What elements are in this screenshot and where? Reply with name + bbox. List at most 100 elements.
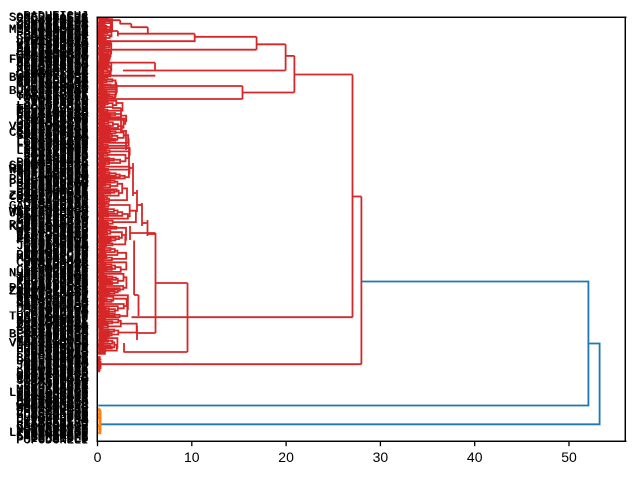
svg-text:PEMULIHOC: PEMULIHOC (24, 254, 89, 268)
svg-text:CERONADENEH: CERONADENEH (9, 126, 88, 140)
svg-text:LEBAZITI: LEBAZITI (31, 117, 89, 131)
svg-text:VUKUKASIC: VUKUKASIC (23, 118, 88, 132)
svg-text:KEBOHIMA: KEBOHIMA (31, 26, 89, 40)
svg-text:KAFILALUSU: KAFILALUSU (16, 191, 88, 205)
svg-text:SIKEFOMOHA: SIKEFOMOHA (17, 295, 90, 309)
svg-text:SUMUGEPUV: SUMUGEPUV (24, 183, 90, 197)
svg-text:TIBILISEC: TIBILISEC (24, 268, 89, 282)
svg-text:HIPEROJIV: HIPEROJIV (24, 362, 90, 376)
svg-text:HOHIKEHALI: HOHIKEHALI (17, 283, 89, 297)
svg-text:FOVEKESU: FOVEKESU (31, 59, 89, 73)
svg-text:RUGECOPAPO: RUGECOPAPO (17, 275, 89, 289)
svg-text:RAHERUJOHUJ: RAHERUJOHUJ (9, 162, 88, 176)
svg-text:PABUJOMA: PABUJOMA (31, 411, 89, 425)
svg-text:SIRIFIBIN: SIRIFIBIN (24, 96, 89, 110)
svg-text:POGINUBEKO: POGINUBEKO (16, 402, 88, 416)
svg-text:JINAPANUTO: JINAPANUTO (17, 60, 89, 74)
svg-text:TELUTUPUK: TELUTUPUK (23, 363, 89, 377)
svg-text:NOPUDUJO: NOPUDUJO (30, 138, 88, 152)
svg-text:SUNOZANUGI: SUNOZANUGI (16, 314, 88, 328)
svg-text:HORADEPOPA: HORADEPOPA (17, 168, 90, 182)
svg-text:PEFAWIDOZE: PEFAWIDOZE (17, 320, 89, 334)
svg-text:RUGECOPAPO: RUGECOPAPO (16, 275, 88, 289)
svg-text:TUGIVAZEHO: TUGIVAZEHO (17, 102, 89, 116)
svg-text:SACOZUNES: SACOZUNES (24, 140, 89, 154)
svg-text:TARADONIK: TARADONIK (23, 288, 89, 302)
svg-text:DEHIREBIR: DEHIREBIR (23, 356, 88, 370)
svg-text:POBAWEFOP: POBAWEFOP (24, 338, 89, 352)
svg-text:ZINEWUCO: ZINEWUCO (31, 28, 89, 42)
svg-text:PIHALADIJ: PIHALADIJ (23, 350, 88, 364)
svg-text:POBOZUJAC: POBOZUJAC (24, 101, 89, 115)
svg-text:FUTUBATIWUW: FUTUBATIWUW (9, 53, 89, 67)
svg-text:RARATACI: RARATACI (30, 132, 88, 146)
svg-text:KOSEKEFOSIL: KOSEKEFOSIL (9, 220, 88, 234)
svg-text:ZONOTIMEHE: ZONOTIMEHE (16, 15, 88, 29)
svg-text:GIDAWONATA: GIDAWONATA (17, 398, 90, 412)
svg-text:FEWAJUVIFI: FEWAJUVIFI (16, 293, 88, 307)
svg-text:GAJIZEZOT: GAJIZEZOT (23, 360, 88, 374)
svg-text:GIHAPISATE: GIHAPISATE (16, 369, 88, 383)
svg-text:ZEGOJUWOHUM: ZEGOJUWOHUM (9, 188, 88, 202)
svg-text:WERIFEKECUC: WERIFEKECUC (9, 163, 88, 177)
svg-text:DEVUKEPO: DEVUKEPO (30, 230, 88, 244)
svg-text:CESENAPIV: CESENAPIV (24, 246, 90, 260)
svg-text:SAZERIMODA: SAZERIMODA (17, 129, 90, 143)
svg-text:PIWEMECEH: PIWEMECEH (23, 421, 88, 435)
svg-text:NEPASOKIW: NEPASOKIW (23, 375, 89, 389)
svg-text:RADUFICUJ: RADUFICUJ (23, 9, 88, 23)
svg-text:FINOHINEP: FINOHINEP (23, 391, 88, 405)
svg-text:TUKOFIFECIF: TUKOFIFECIF (9, 309, 88, 323)
svg-text:ZAHOLOMIS: ZAHOLOMIS (23, 154, 88, 168)
svg-text:0: 0 (94, 449, 102, 465)
svg-text:GUZUFUFORU: GUZUFUFORU (17, 408, 89, 422)
svg-text:JAWAHIKEHI: JAWAHIKEHI (16, 193, 88, 207)
svg-text:NELAHAJOG: NELAHAJOG (23, 215, 88, 229)
svg-text:NEVOCAZUN: NEVOCAZUN (24, 19, 89, 33)
svg-text:WUGAKAKUH: WUGAKAKUH (23, 306, 88, 320)
svg-text:JICAPOFOHOP: JICAPOFOHOP (9, 207, 88, 221)
svg-text:VIDIKEKOV: VIDIKEKOV (24, 86, 90, 100)
svg-text:LIBUDAKAVO: LIBUDAKAVO (17, 135, 89, 149)
svg-text:KAMEPEBIRA: KAMEPEBIRA (16, 76, 89, 90)
svg-text:MOLEFALERO: MOLEFALERO (16, 217, 88, 231)
svg-text:FUBAJEVULU: FUBAJEVULU (17, 346, 89, 360)
svg-text:FEMINOLA: FEMINOLA (31, 202, 89, 216)
svg-text:LESIREZUV: LESIREZUV (23, 63, 89, 77)
svg-text:WUZOFUCEJI: WUZOFUCEJI (17, 51, 89, 65)
svg-text:FUTUBATIWUW: FUTUBATIWUW (9, 53, 89, 67)
svg-text:VEZOKUFUDO: VEZOKUFUDO (16, 406, 88, 420)
svg-text:SOJUNAPAMU: SOJUNAPAMU (16, 388, 88, 402)
svg-text:FAFOGUKEGU: FAFOGUKEGU (17, 311, 89, 325)
svg-text:SAZERIMODA: SAZERIMODA (16, 129, 89, 143)
svg-text:MABAJOCUZU: MABAJOCUZU (16, 251, 88, 265)
svg-text:PUTENIVAS: PUTENIVAS (23, 130, 88, 144)
svg-text:ZAFIFUBOKA: ZAFIFUBOKA (16, 318, 89, 332)
svg-text:LALACIGELO: LALACIGELO (17, 99, 89, 113)
svg-text:SEZEKAHIZA: SEZEKAHIZA (16, 106, 89, 120)
svg-text:LUJASOSUJO: LUJASOSUJO (17, 108, 89, 122)
svg-text:DUJUFIHINA: DUJUFIHINA (17, 413, 90, 427)
svg-text:LANEHODAC: LANEHODAC (24, 280, 89, 294)
svg-text:VIJUPOPIDE: VIJUPOPIDE (17, 40, 89, 54)
svg-text:FUBAJEVULU: FUBAJEVULU (16, 345, 88, 359)
svg-text:GAVAVIFEVI: GAVAVIFEVI (17, 89, 89, 103)
svg-text:BAFEGOMEK: BAFEGOMEK (23, 170, 89, 184)
svg-text:WAPOCUJAMES: WAPOCUJAMES (9, 205, 88, 219)
svg-text:JEREJUVIB: JEREJUVIB (23, 38, 88, 52)
svg-text:LAHODIBAL: LAHODIBAL (23, 64, 88, 78)
svg-text:CADEROHORE: CADEROHORE (17, 420, 89, 434)
svg-text:POBAWEFOP: POBAWEFOP (23, 338, 88, 352)
svg-text:TEBEHEVUF: TEBEHEVUF (23, 50, 88, 64)
svg-text:DACEPAROZ: DACEPAROZ (23, 82, 88, 96)
svg-text:MOPATIHUFO: MOPATIHUFO (17, 22, 89, 36)
svg-text:RUTOKAKEG: RUTOKAKEG (23, 112, 88, 126)
svg-text:FEMINOLA: FEMINOLA (30, 202, 88, 216)
svg-text:ZACIWOCAGIB: ZACIWOCAGIB (9, 284, 88, 298)
svg-text:WEMOWELIBI: WEMOWELIBI (17, 69, 89, 83)
svg-text:FOVEKESU: FOVEKESU (30, 59, 88, 73)
svg-text:HUHIBOMO: HUHIBOMO (30, 353, 88, 367)
svg-text:JUDAVIHEG: JUDAVIHEG (23, 299, 88, 313)
svg-text:FUJIFUDUC: FUJIFUDUC (23, 14, 88, 28)
svg-text:VEWAJUPEZA: VEWAJUPEZA (16, 35, 89, 49)
